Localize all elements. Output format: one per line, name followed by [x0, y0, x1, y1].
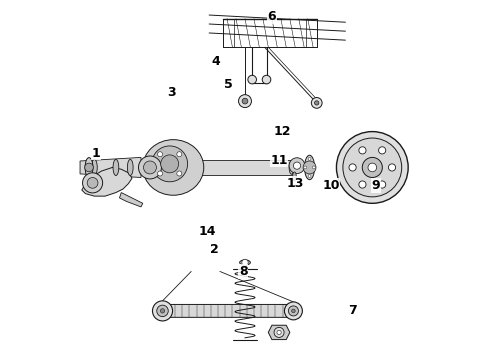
Circle shape	[343, 138, 402, 197]
Text: 8: 8	[239, 265, 247, 278]
Circle shape	[304, 166, 307, 169]
Circle shape	[379, 181, 386, 188]
Circle shape	[303, 161, 316, 174]
Ellipse shape	[240, 260, 250, 265]
Polygon shape	[161, 305, 295, 318]
Text: 3: 3	[167, 86, 176, 99]
Circle shape	[152, 146, 188, 182]
Circle shape	[349, 164, 356, 171]
Circle shape	[313, 166, 315, 169]
Circle shape	[242, 98, 248, 104]
Text: 14: 14	[198, 225, 216, 238]
Circle shape	[262, 75, 271, 84]
Circle shape	[87, 177, 98, 188]
Ellipse shape	[304, 155, 315, 180]
Circle shape	[158, 152, 163, 157]
Circle shape	[315, 101, 319, 105]
Text: 4: 4	[212, 55, 220, 68]
Polygon shape	[120, 193, 143, 207]
Ellipse shape	[293, 172, 296, 181]
Circle shape	[308, 175, 311, 177]
Circle shape	[160, 309, 165, 313]
Circle shape	[274, 327, 284, 337]
Circle shape	[311, 98, 322, 108]
Text: 13: 13	[287, 177, 304, 190]
Circle shape	[362, 157, 382, 177]
Circle shape	[292, 309, 295, 313]
Circle shape	[85, 163, 93, 172]
Circle shape	[177, 171, 182, 176]
Circle shape	[359, 147, 366, 154]
Polygon shape	[82, 167, 132, 196]
Circle shape	[368, 163, 377, 172]
Circle shape	[161, 155, 179, 173]
Text: 9: 9	[371, 179, 380, 192]
Ellipse shape	[127, 159, 133, 176]
Circle shape	[177, 152, 182, 157]
Ellipse shape	[143, 140, 204, 195]
Polygon shape	[269, 325, 290, 339]
Text: 1: 1	[92, 147, 100, 159]
Circle shape	[277, 330, 281, 334]
Circle shape	[289, 306, 298, 316]
Circle shape	[139, 156, 161, 179]
Text: 10: 10	[322, 179, 340, 192]
Ellipse shape	[289, 161, 294, 174]
Circle shape	[242, 259, 248, 266]
Text: 11: 11	[270, 154, 288, 167]
Ellipse shape	[85, 158, 93, 177]
Circle shape	[389, 164, 395, 171]
Circle shape	[152, 301, 172, 321]
Ellipse shape	[92, 159, 97, 176]
Ellipse shape	[113, 159, 119, 176]
Circle shape	[294, 162, 300, 169]
Circle shape	[289, 158, 305, 174]
Circle shape	[239, 95, 251, 108]
Circle shape	[248, 75, 256, 84]
Circle shape	[144, 161, 156, 174]
Text: 2: 2	[210, 243, 219, 256]
Polygon shape	[80, 157, 141, 177]
Circle shape	[337, 132, 408, 203]
Circle shape	[82, 173, 102, 193]
Text: 12: 12	[274, 125, 292, 138]
Circle shape	[157, 305, 168, 317]
Text: 5: 5	[224, 78, 233, 91]
Circle shape	[308, 157, 311, 160]
Text: 6: 6	[268, 10, 276, 23]
Polygon shape	[145, 159, 292, 175]
Text: 7: 7	[348, 305, 357, 318]
Circle shape	[285, 302, 302, 320]
Circle shape	[158, 171, 163, 176]
Circle shape	[379, 147, 386, 154]
Circle shape	[359, 181, 366, 188]
